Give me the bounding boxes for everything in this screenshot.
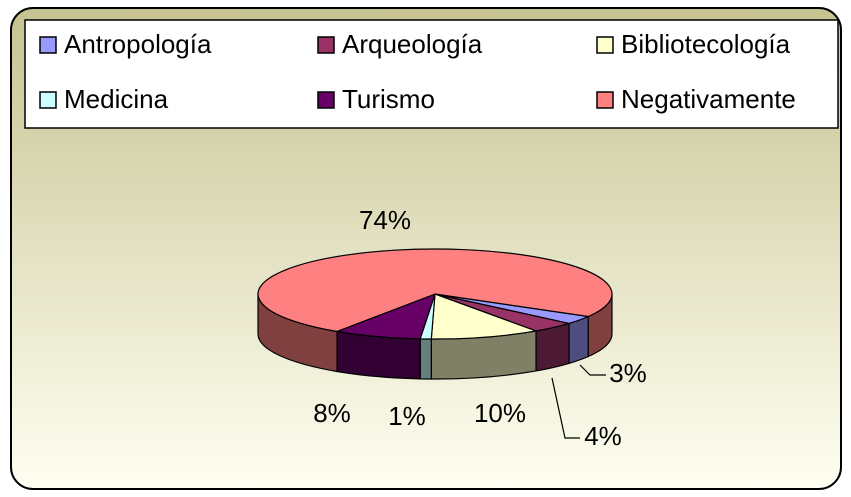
legend-label: Negativamente: [621, 84, 796, 114]
legend-swatch: [39, 91, 57, 109]
legend-label: Medicina: [64, 84, 169, 114]
slice-side: [568, 315, 589, 365]
legend: [24, 19, 839, 129]
legend-swatch: [596, 36, 614, 54]
legend-swatch: [317, 91, 335, 109]
leader-line: [579, 364, 606, 376]
slice: [257, 248, 613, 333]
data-label: 10%: [474, 398, 526, 428]
legend-label: Bibliotecología: [621, 29, 791, 59]
data-label: 74%: [359, 205, 411, 235]
legend-label: Arqueología: [342, 29, 483, 59]
leader-line: [551, 377, 580, 439]
slice: [430, 293, 537, 340]
legend-swatch: [39, 36, 57, 54]
data-label: 3%: [609, 358, 647, 388]
legend-label: Antropología: [64, 29, 212, 59]
legend-label: Turismo: [342, 84, 435, 114]
legend-swatch: [317, 36, 335, 54]
slice: [336, 293, 436, 340]
legend-swatch: [596, 91, 614, 109]
data-label: 1%: [388, 401, 426, 431]
data-label: 4%: [584, 421, 622, 451]
data-label: 8%: [313, 398, 351, 428]
slice-side: [419, 338, 432, 380]
